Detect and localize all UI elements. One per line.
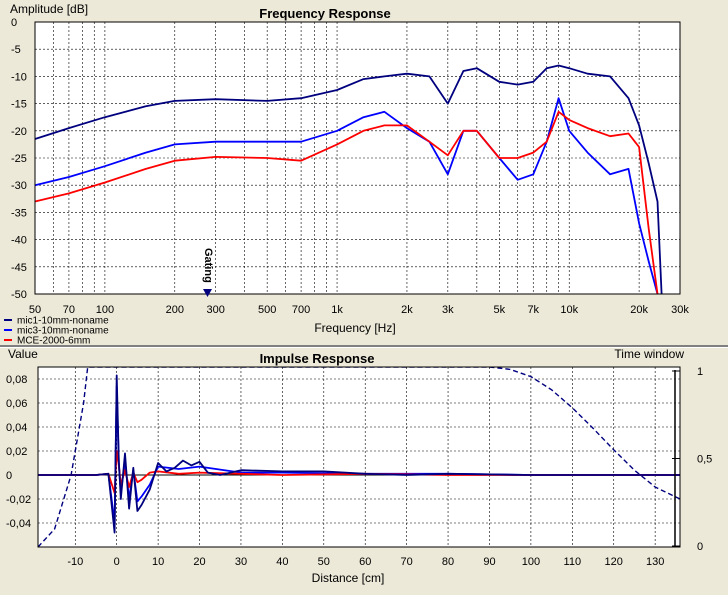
- ir-y2-ticks: 10,50: [672, 366, 712, 553]
- ir-y-tick-label: -0,04: [6, 518, 31, 530]
- ir-title: Impulse Response: [260, 351, 375, 366]
- ir-x-tick-label: 50: [318, 556, 330, 568]
- fr-y-tick-label: -45: [11, 262, 27, 274]
- fr-y-tick-label: -30: [11, 180, 27, 192]
- frequency-response-chart[interactable]: 0 -5 -10 -15 -20 -25 -30 -35 -40 -45 -50 50 70 100 20…: [0, 0, 728, 345]
- ir-x-tick-label: 120: [605, 556, 623, 568]
- ir-y-ticks: 0,08 0,06 0,04 0,02 0 -0,02 -0,04: [6, 374, 31, 530]
- fr-x-tick-label: 200: [166, 304, 184, 316]
- ir-y2-tick-label: 0,5: [697, 454, 712, 466]
- fr-y-tick-label: -20: [11, 126, 27, 138]
- ir-series-line-0[interactable]: [38, 367, 680, 547]
- fr-series-line-2[interactable]: [34, 110, 659, 295]
- ir-series-group: [38, 367, 680, 547]
- ir-grid: [38, 367, 680, 547]
- fr-x-tick-label: 30k: [671, 304, 689, 316]
- ir-y-tick-label: 0: [6, 470, 12, 482]
- panel-divider[interactable]: [0, 345, 728, 348]
- ir-x-tick-label: 10: [152, 556, 164, 568]
- fr-x-tick-label: 10k: [560, 304, 578, 316]
- fr-series-line-0[interactable]: [34, 64, 663, 295]
- ir-x-tick-label: 100: [522, 556, 540, 568]
- ir-y-tick-label: 0,02: [6, 446, 27, 458]
- fr-y-tick-label: -35: [11, 207, 27, 219]
- fr-y-tick-label: -15: [11, 99, 27, 111]
- fr-series-line-1[interactable]: [34, 97, 659, 295]
- ir-y-tick-label: 0,08: [6, 374, 27, 386]
- ir-xlabel: Distance [cm]: [312, 571, 385, 585]
- ir-x-tick-label: 130: [646, 556, 664, 568]
- fr-y-tick-label: -10: [11, 71, 27, 83]
- legend: mic1-10mm-nonamemic3-10mm-nonameMCE-2000…: [4, 316, 109, 346]
- fr-series-group: [34, 64, 663, 295]
- ir-x-tick-label: 40: [276, 556, 288, 568]
- fr-x-tick-label: 300: [206, 304, 224, 316]
- fr-x-tick-label: 50: [29, 304, 41, 316]
- ir-x-tick-label: 110: [564, 556, 582, 568]
- ir-ylabel: Value: [8, 347, 38, 361]
- ir-x-tick-label: 70: [401, 556, 413, 568]
- fr-x-tick-label: 2k: [401, 304, 413, 316]
- ir-y2-tick-label: 1: [697, 366, 703, 378]
- ir-y2label: Time window: [614, 347, 684, 361]
- ir-y-tick-label: 0,04: [6, 422, 27, 434]
- ir-x-tick-label: 30: [235, 556, 247, 568]
- fr-x-tick-label: 7k: [527, 304, 539, 316]
- fr-title: Frequency Response: [259, 6, 391, 21]
- fr-x-tick-label: 5k: [494, 304, 506, 316]
- fr-x-tick-label: 100: [96, 304, 114, 316]
- gating-label: Gating: [202, 248, 214, 283]
- legend-entry: mic3-10mm-noname: [17, 326, 109, 337]
- fr-x-tick-label: 3k: [442, 304, 454, 316]
- ir-x-tick-label: 0: [114, 556, 120, 568]
- ir-x-tick-label: 60: [359, 556, 371, 568]
- ir-y2-tick-label: 0: [697, 541, 703, 553]
- fr-x-tick-label: 500: [258, 304, 276, 316]
- fr-y-tick-label: 0: [11, 17, 17, 29]
- fr-y-tick-label: -50: [11, 289, 27, 301]
- fr-x-tick-label: 700: [292, 304, 310, 316]
- fr-x-tick-label: 20k: [630, 304, 648, 316]
- ir-y-tick-label: -0,02: [6, 494, 31, 506]
- ir-x-tick-label: -10: [67, 556, 83, 568]
- fr-x-tick-label: 70: [63, 304, 75, 316]
- ir-x-tick-label: 20: [193, 556, 205, 568]
- ir-plot-border: [37, 366, 681, 548]
- ir-series-line-1[interactable]: [38, 374, 680, 534]
- fr-x-ticks: 50 70 100 200 300 500 700 1k 2k 3k 5k 7k 10k 20k 30k: [29, 304, 689, 316]
- fr-x-tick-label: 1k: [331, 304, 343, 316]
- gating-marker[interactable]: Gating: [202, 248, 214, 297]
- ir-plot-area[interactable]: [38, 367, 680, 547]
- fr-ylabel: Amplitude [dB]: [10, 2, 88, 16]
- fr-y-tick-label: -5: [11, 44, 21, 56]
- ir-x-tick-label: 80: [442, 556, 454, 568]
- fr-y-ticks: 0 -5 -10 -15 -20 -25 -30 -35 -40 -45 -50: [11, 17, 27, 301]
- legend-entry: MCE-2000-6mm: [17, 336, 90, 346]
- ir-y-tick-label: 0,06: [6, 398, 27, 410]
- fr-y-tick-label: -40: [11, 235, 27, 247]
- fr-y-tick-label: -25: [11, 153, 27, 165]
- gating-arrow-icon[interactable]: [203, 289, 212, 297]
- fr-xlabel: Frequency [Hz]: [314, 321, 395, 335]
- ir-x-ticks: -10 0 10 20 30 40 50 60 70 80 90 100 110 120 130: [67, 556, 664, 568]
- fr-plot-border: [34, 21, 681, 295]
- impulse-response-chart[interactable]: 0,080,060,040,020-0,02-0,04 10,50 -10 0 10…: [0, 347, 728, 595]
- ir-x-tick-label: 90: [483, 556, 495, 568]
- legend-entry: mic1-10mm-noname: [17, 316, 109, 327]
